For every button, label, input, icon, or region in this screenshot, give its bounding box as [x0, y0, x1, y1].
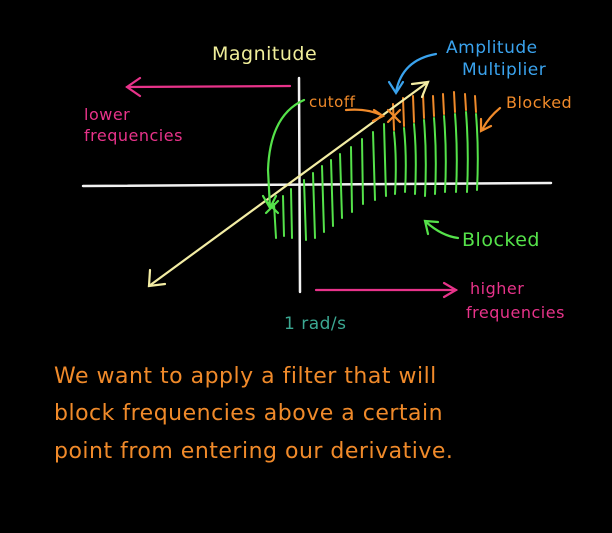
passed-line — [339, 153, 343, 219]
amplitude-multiplier-arrow — [387, 52, 438, 96]
higher-frequencies-arrow — [314, 281, 459, 299]
passed-line — [393, 131, 397, 195]
passed-line — [290, 188, 293, 239]
blocked-top-label: Blocked — [506, 93, 572, 112]
passed-line — [372, 131, 376, 201]
blocked-line — [412, 95, 415, 123]
higher-frequencies-label-line2: frequencies — [466, 303, 565, 322]
magnitude-label: Magnitude — [212, 43, 317, 65]
caption-line-2: block frequencies above a certain — [54, 401, 443, 426]
passed-line — [475, 113, 479, 191]
lower-frequencies-label-line1: lower — [84, 105, 130, 124]
multiplier-arrowhead-bottom — [147, 268, 167, 288]
cutoff-orange-arrow — [344, 108, 402, 124]
one-rad-per-second-label: 1 rad/s — [284, 314, 347, 334]
passed-line — [282, 195, 285, 237]
passed-frequency-lines — [273, 111, 479, 241]
blocked-top-arrow — [479, 106, 502, 133]
passed-line — [383, 123, 387, 197]
blocked-line — [453, 91, 456, 113]
blocked-line — [402, 97, 405, 127]
blocked-line — [474, 95, 477, 113]
passed-line — [321, 165, 325, 233]
magnitude-axis — [297, 76, 302, 294]
passed-line — [443, 115, 447, 193]
cutoff-label: cutoff — [309, 93, 356, 111]
passed-line — [312, 172, 316, 239]
passed-line — [465, 111, 469, 193]
multiplier-arrowhead-top — [410, 80, 430, 99]
passed-line — [361, 138, 364, 205]
higher-frequencies-label-line1: higher — [470, 279, 524, 298]
amplitude-multiplier-label-line1: Amplitude — [446, 38, 538, 58]
blocked-line — [422, 93, 425, 119]
passed-line — [413, 123, 417, 195]
passed-line — [454, 113, 458, 193]
blocked-line — [442, 93, 445, 115]
blocked-line — [464, 93, 467, 111]
passed-line — [403, 127, 407, 193]
lower-frequencies-arrow — [125, 76, 292, 98]
passed-line — [303, 179, 307, 241]
caption-line-1: We want to apply a filter that will — [54, 364, 437, 389]
frequency-axis — [81, 181, 553, 188]
passed-line — [350, 146, 353, 213]
caption-line-3: point from entering our derivative. — [54, 439, 453, 464]
passed-line — [330, 159, 334, 227]
lower-frequencies-label-line2: frequencies — [84, 126, 183, 145]
passed-line — [423, 119, 427, 197]
blocked-bottom-arrow — [423, 219, 460, 240]
amplitude-multiplier-label-line2: Multiplier — [462, 60, 546, 80]
cutoff-green-arrow — [261, 98, 306, 215]
passed-line — [433, 117, 437, 195]
blocked-line — [432, 95, 435, 117]
blocked-bottom-label: Blocked — [462, 229, 540, 251]
